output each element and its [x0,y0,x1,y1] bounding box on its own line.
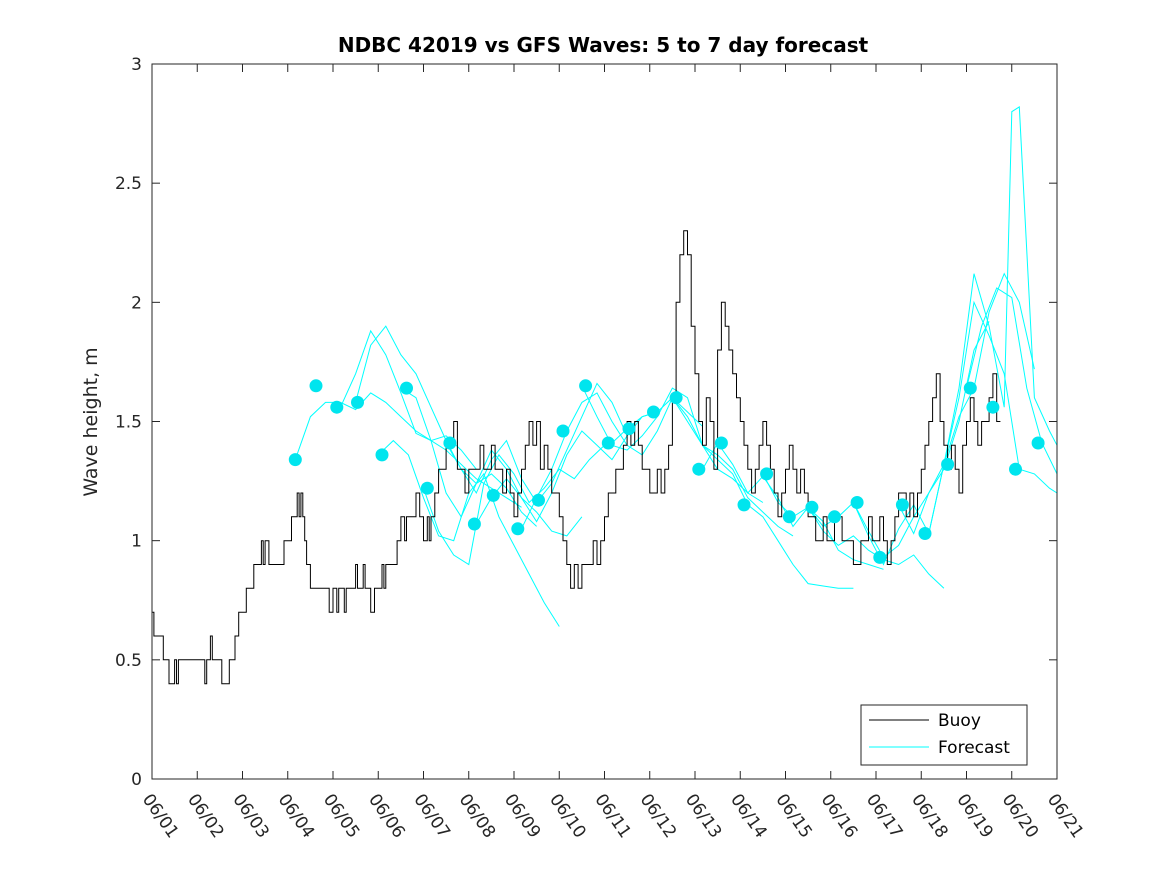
plot-area [152,106,1058,685]
forecast-marker [873,550,887,564]
forecast-marker [647,405,660,419]
forecast-marker [963,381,977,395]
forecast-marker [669,391,683,405]
y-tick-label: 0.5 [115,651,142,671]
forecast-marker [1031,436,1045,450]
y-tick-label: 0 [131,770,142,790]
forecast-marker [941,457,955,471]
forecast-marker [895,498,909,512]
forecast-marker [1009,462,1022,476]
forecast-marker [601,436,615,450]
forecast-marker [760,467,774,481]
forecast-marker [532,493,545,507]
forecast-marker [692,462,706,476]
forecast-marker [400,381,413,395]
forecast-marker [850,496,864,509]
forecast-marker [622,422,636,436]
y-tick-label: 1.5 [115,413,142,433]
forecast-marker [330,400,344,414]
forecast-marker [420,481,434,495]
forecast-marker [309,379,323,393]
forecast-marker [443,436,457,450]
forecast-marker [714,436,728,450]
forecast-marker [986,400,1000,414]
chart-title: NDBC 42019 vs GFS Waves: 5 to 7 day fore… [338,33,869,57]
y-tick-label: 2 [131,293,142,313]
forecast-marker [805,500,819,514]
forecast-marker [351,395,364,409]
forecast-marker [467,517,481,531]
forecast-marker [511,522,525,536]
forecast-marker [486,488,500,502]
legend-forecast-label: Forecast [938,738,1010,758]
y-tick-label: 2.5 [115,174,142,194]
forecast-marker [556,424,570,438]
y-axis-label: Wave height, m [80,347,102,496]
forecast-line-17 [898,106,1058,535]
forecast-marker [579,379,593,393]
legend: Buoy Forecast [860,704,1028,766]
buoy-line [152,230,1001,685]
forecast-marker [828,510,841,524]
legend-box [860,704,1028,766]
forecast-marker [375,448,389,462]
forecast-marker [737,498,751,512]
forecast-line-6 [423,444,605,566]
forecast-marker [782,510,796,524]
forecast-line-1 [294,392,477,470]
forecast-line-18 [928,300,1058,534]
forecast-marker [918,527,932,540]
y-tick-label: 3 [131,55,142,75]
legend-buoy-label: Buoy [938,711,981,731]
forecast-marker [288,453,302,467]
y-tick-label: 1 [131,532,142,552]
